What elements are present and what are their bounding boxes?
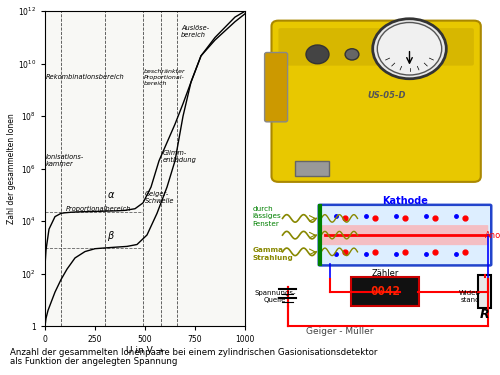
Text: beschränkter
Proportional-
bereich: beschränkter Proportional- bereich — [144, 69, 186, 86]
FancyBboxPatch shape — [322, 225, 488, 245]
Y-axis label: Zahl der gesammelten Ionen: Zahl der gesammelten Ionen — [8, 113, 16, 224]
Text: Proportionalbereich: Proportionalbereich — [66, 206, 132, 212]
Text: Ionisations-
kammer: Ionisations- kammer — [46, 154, 84, 167]
FancyBboxPatch shape — [319, 205, 491, 266]
X-axis label: U in V →: U in V → — [126, 346, 164, 355]
Text: Anzahl der gesammelten Ionenpaare bei einem zylindrischen Gasionisationsdetektor: Anzahl der gesammelten Ionenpaare bei ei… — [10, 348, 378, 357]
Text: Spannungs-
Quelle: Spannungs- Quelle — [254, 290, 296, 303]
Text: Wider-
stand: Wider- stand — [459, 290, 481, 303]
Text: US-05-D: US-05-D — [367, 90, 406, 99]
Text: Auslöse-
bereich: Auslöse- bereich — [181, 25, 209, 38]
FancyBboxPatch shape — [351, 277, 419, 306]
Text: 0042: 0042 — [370, 285, 400, 298]
FancyBboxPatch shape — [264, 53, 287, 122]
Circle shape — [345, 49, 359, 60]
FancyBboxPatch shape — [278, 28, 474, 66]
Text: Gamma
Strahlung: Gamma Strahlung — [252, 247, 293, 261]
Circle shape — [372, 19, 446, 79]
Circle shape — [306, 45, 329, 64]
Text: R: R — [480, 308, 490, 321]
Circle shape — [378, 22, 442, 75]
Text: $\alpha$: $\alpha$ — [107, 189, 116, 200]
FancyBboxPatch shape — [272, 21, 481, 182]
Text: Anode: Anode — [485, 231, 500, 240]
Bar — [478, 275, 491, 308]
Text: durch
lässiges
Fenster: durch lässiges Fenster — [252, 206, 281, 227]
Text: Kathode: Kathode — [382, 196, 428, 207]
Text: Geiger-
Schwelle: Geiger- Schwelle — [145, 191, 174, 204]
Text: Zähler: Zähler — [372, 269, 398, 278]
Text: $\beta$: $\beta$ — [107, 228, 115, 243]
Text: als Funktion der angelegten Spannung: als Funktion der angelegten Spannung — [10, 357, 177, 366]
Text: Glimm-
entladung: Glimm- entladung — [163, 150, 197, 163]
Text: Rekombinationsbereich: Rekombinationsbereich — [46, 75, 124, 81]
Text: Geiger - Müller: Geiger - Müller — [306, 327, 374, 336]
Bar — [294, 161, 329, 176]
